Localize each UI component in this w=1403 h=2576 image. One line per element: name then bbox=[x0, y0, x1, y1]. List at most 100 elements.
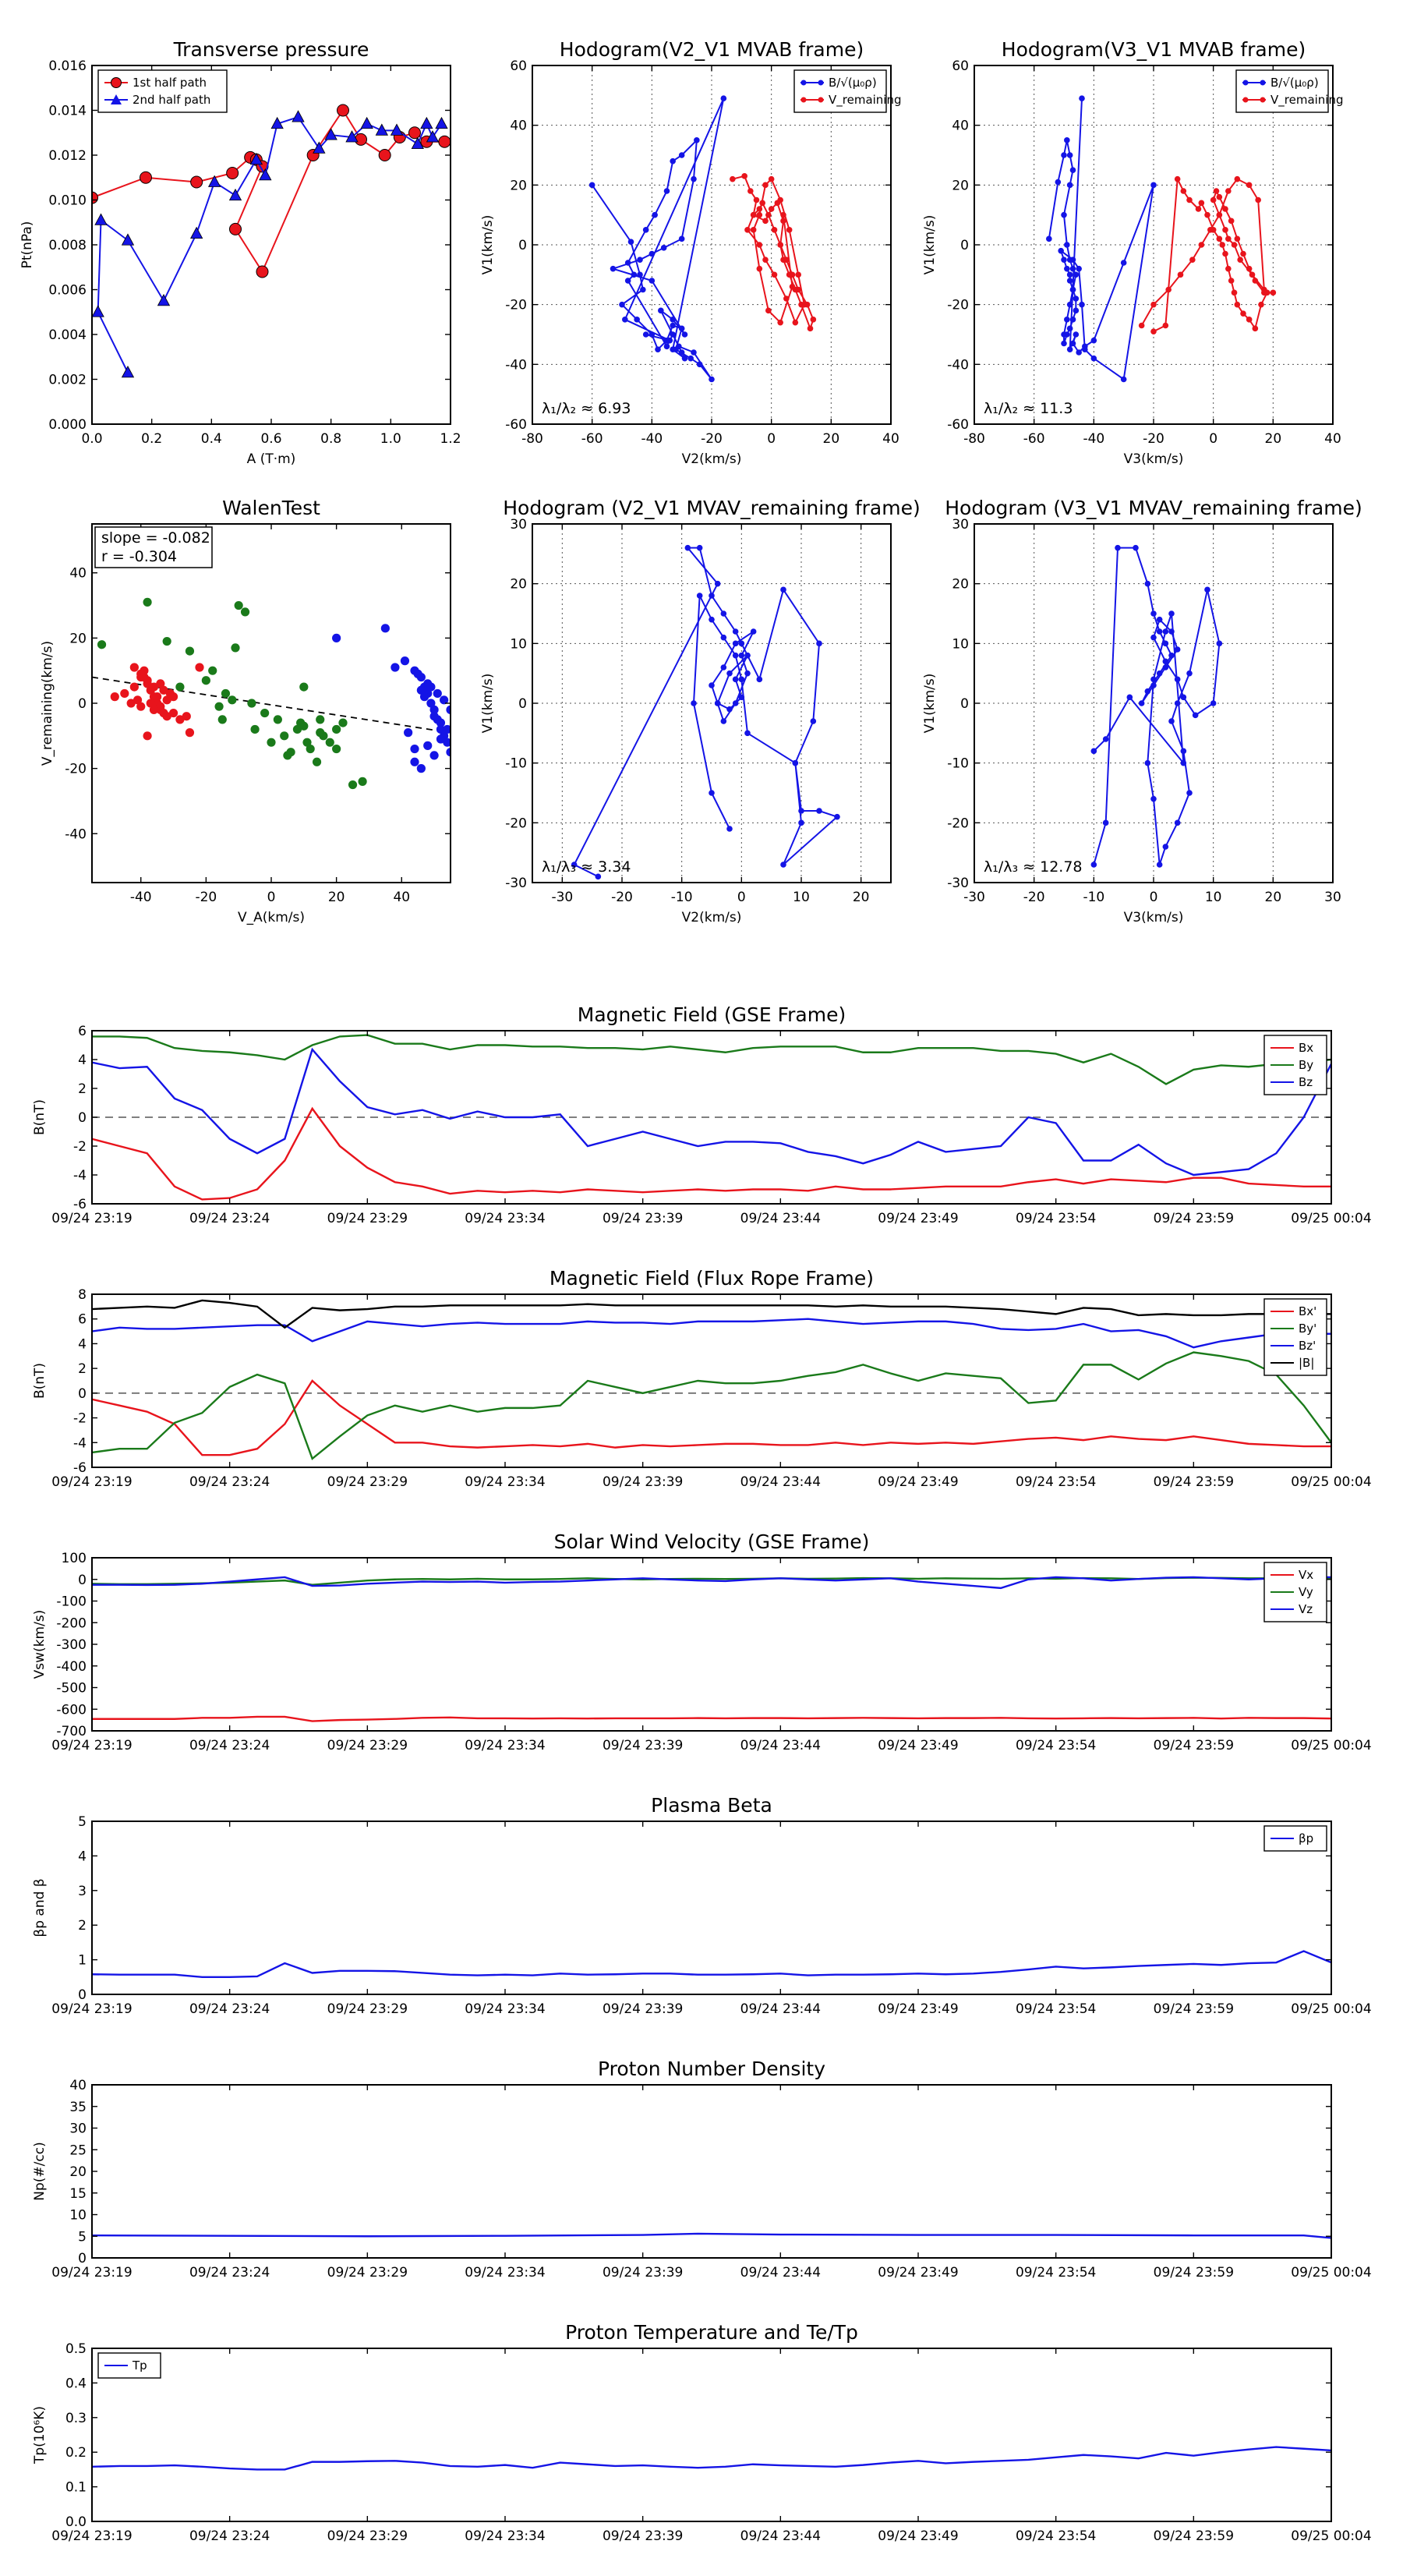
x-tick-label: 09/24 23:19 bbox=[51, 1738, 132, 1753]
data-point bbox=[1150, 634, 1157, 641]
data-point bbox=[1066, 346, 1073, 352]
data-point bbox=[1066, 182, 1073, 189]
x-axis-label: V3(km/s) bbox=[1124, 910, 1184, 925]
y-tick-label: 20 bbox=[510, 577, 527, 593]
y-axis-label: V1(km/s) bbox=[922, 215, 938, 275]
data-point bbox=[1133, 544, 1139, 551]
x-tick-label: 0.2 bbox=[141, 431, 162, 447]
data-point bbox=[410, 757, 419, 766]
data-point bbox=[762, 182, 769, 189]
data-point bbox=[714, 700, 721, 706]
data-point bbox=[1174, 676, 1181, 683]
y-tick-label: 0.008 bbox=[48, 238, 87, 253]
y-tick-label: -6 bbox=[73, 1460, 87, 1476]
data-point bbox=[571, 862, 578, 868]
y-tick-label: -60 bbox=[505, 417, 527, 433]
y-tick-label: 0 bbox=[78, 696, 87, 712]
x-tick-label: 20 bbox=[823, 431, 840, 447]
data-point bbox=[338, 718, 348, 727]
x-tick-label: -60 bbox=[581, 431, 603, 447]
data-point bbox=[750, 628, 757, 635]
y-tick-label: -700 bbox=[56, 1724, 87, 1739]
x-tick-label: 09/24 23:24 bbox=[189, 1738, 270, 1753]
y-tick-label: 20 bbox=[69, 2164, 87, 2180]
x-tick-label: 09/24 23:44 bbox=[740, 1474, 821, 1490]
x-tick-label: 0.4 bbox=[201, 431, 222, 447]
legend-label: V_remaining bbox=[829, 93, 902, 108]
data-point bbox=[696, 544, 703, 551]
data-point bbox=[1064, 317, 1070, 323]
y-tick-label: 0 bbox=[960, 238, 969, 253]
data-point bbox=[1216, 640, 1223, 647]
y-tick-label: 0.4 bbox=[65, 2376, 87, 2391]
plot-frame bbox=[91, 65, 451, 425]
x-tick-label: -10 bbox=[1083, 890, 1104, 905]
data-point bbox=[1156, 616, 1163, 623]
data-point bbox=[378, 149, 391, 161]
data-point bbox=[1168, 718, 1175, 724]
data-point bbox=[423, 741, 433, 750]
data-point bbox=[94, 213, 108, 225]
data-point bbox=[182, 712, 191, 721]
chart-title: Magnetic Field (Flux Rope Frame) bbox=[550, 1267, 874, 1290]
data-point bbox=[1165, 286, 1172, 293]
data-point bbox=[738, 652, 745, 659]
data-point bbox=[691, 700, 697, 706]
data-point bbox=[678, 152, 685, 158]
plot-frame bbox=[91, 1557, 1332, 1732]
x-tick-label: -30 bbox=[963, 890, 985, 905]
data-point bbox=[1102, 819, 1109, 826]
x-tick-label: 09/24 23:39 bbox=[603, 1211, 683, 1226]
data-point bbox=[1138, 322, 1145, 329]
data-point bbox=[670, 331, 676, 338]
data-point bbox=[162, 695, 171, 705]
data-point bbox=[810, 317, 817, 323]
y-tick-label: 0.012 bbox=[48, 148, 87, 164]
plot-area bbox=[92, 2232, 1331, 2239]
y-tick-label: 0.014 bbox=[48, 104, 87, 119]
data-point bbox=[694, 137, 700, 143]
x-tick-label: 09/24 23:39 bbox=[603, 2528, 683, 2544]
x-tick-label: 10 bbox=[1205, 890, 1222, 905]
series-line bbox=[591, 97, 725, 380]
data-point bbox=[201, 676, 210, 685]
data-point bbox=[744, 227, 751, 233]
data-point bbox=[283, 751, 292, 760]
data-point bbox=[720, 95, 727, 101]
plot-area bbox=[1090, 544, 1223, 868]
data-point bbox=[1207, 227, 1214, 233]
chart-title: Hodogram(V2_V1 MVAB frame) bbox=[560, 38, 864, 61]
x-tick-label: 09/24 23:29 bbox=[327, 2001, 408, 2017]
data-point bbox=[292, 110, 305, 122]
plot-area bbox=[92, 1299, 1331, 1460]
legend-label: Tp bbox=[132, 2358, 147, 2373]
data-point bbox=[214, 702, 224, 711]
y-tick-label: 0 bbox=[78, 1386, 87, 1402]
y-tick-label: 4 bbox=[78, 1053, 87, 1068]
data-point bbox=[1222, 206, 1228, 212]
y-tick-label: 8 bbox=[78, 1287, 87, 1303]
data-point bbox=[71, 621, 80, 629]
data-point bbox=[619, 301, 625, 308]
data-point bbox=[648, 278, 656, 284]
data-point bbox=[1222, 250, 1228, 257]
plot-area bbox=[1046, 95, 1277, 383]
y-tick-label: 0.5 bbox=[65, 2341, 87, 2357]
y-tick-label: -20 bbox=[505, 298, 527, 313]
data-point bbox=[208, 666, 217, 675]
data-point bbox=[1228, 218, 1235, 225]
y-axis-label: Np(#/cc) bbox=[32, 2142, 48, 2200]
data-point bbox=[1061, 211, 1067, 218]
data-point bbox=[1069, 257, 1076, 263]
y-tick-label: 15 bbox=[69, 2186, 87, 2202]
data-point bbox=[267, 738, 276, 747]
y-tick-label: 1 bbox=[78, 1953, 87, 1969]
data-point bbox=[1150, 301, 1157, 308]
y-tick-label: -200 bbox=[56, 1615, 87, 1631]
data-point bbox=[1144, 688, 1151, 695]
chart-title: Proton Temperature and Te/Tp bbox=[565, 2321, 858, 2344]
legend-marker bbox=[800, 80, 807, 86]
data-point bbox=[741, 173, 747, 179]
data-point bbox=[792, 319, 799, 326]
